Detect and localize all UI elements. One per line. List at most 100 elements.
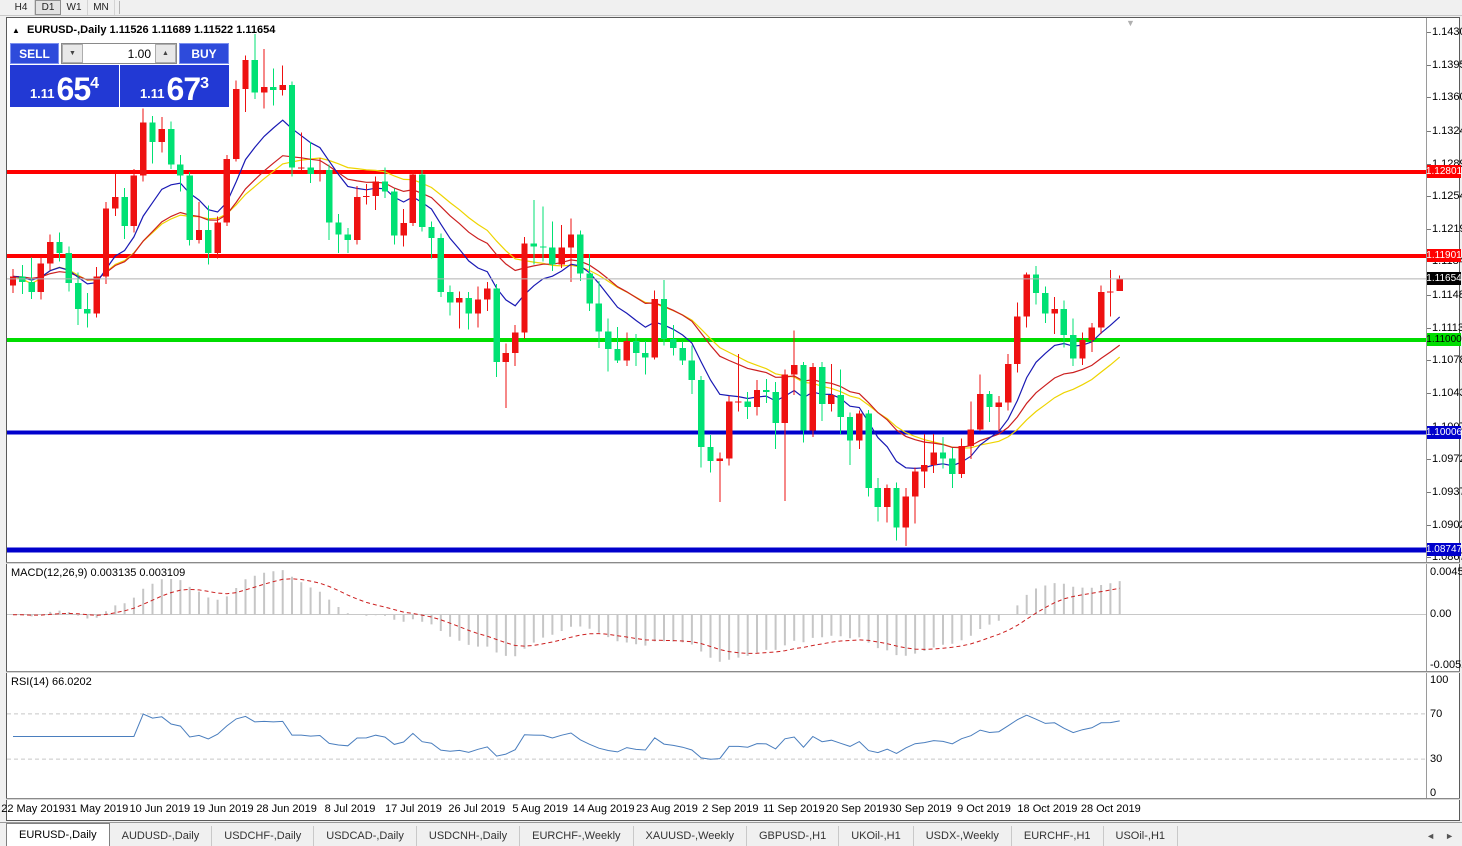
price-tick-label: 1.10430	[1432, 386, 1462, 399]
date-label: 10 Jun 2019	[129, 803, 191, 815]
level-price-tag: 1.08747	[1425, 543, 1462, 557]
buy-price-display[interactable]: 1.11 67 3	[120, 65, 229, 107]
price-tick-label: 1.13240	[1432, 124, 1462, 137]
chart-window	[6, 17, 1460, 821]
level-lines	[7, 169, 1426, 553]
date-label: 28 Oct 2019	[1080, 803, 1141, 815]
price-tick-label: 1.09020	[1432, 518, 1462, 531]
date-label: 9 Oct 2019	[957, 803, 1011, 815]
toolbar-separator	[119, 1, 120, 14]
macd-axis-zero: 0.00	[1430, 608, 1452, 620]
price-chart-canvas[interactable]	[7, 28, 1426, 562]
price-tick-label: 1.11130	[1432, 321, 1462, 334]
level-price-tag: 1.12801	[1425, 165, 1462, 179]
chart-tab-usdx-weekly[interactable]: USDX-,Weekly	[913, 826, 1012, 846]
scroll-to-end-marker-icon[interactable]: ▼	[1126, 18, 1135, 28]
date-label: 5 Aug 2019	[512, 803, 569, 815]
macd-histogram	[21, 570, 1121, 662]
price-tick-mark	[1427, 327, 1431, 329]
volume-spinner: ▼ ▲	[61, 43, 177, 64]
chart-tab-usoil-h1[interactable]: USOil-,H1	[1103, 826, 1179, 846]
panel-separator[interactable]	[6, 798, 1460, 800]
timeframe-button-H4[interactable]: H4	[8, 0, 35, 15]
rsi-panel-canvas[interactable]	[7, 674, 1426, 797]
timeframe-button-D1[interactable]: D1	[35, 0, 61, 15]
chart-tab-usdchf-daily[interactable]: USDCHF-,Daily	[212, 826, 315, 846]
price-tick-mark	[1427, 360, 1431, 362]
chart-tab-usdcnh-daily[interactable]: USDCNH-,Daily	[416, 826, 521, 846]
buy-price-pip-digit: 3	[200, 75, 210, 92]
tab-nav-right-icon[interactable]: ►	[1445, 831, 1454, 841]
sell-price-big-digits: 65	[56, 71, 92, 107]
date-label: 31 May 2019	[64, 803, 129, 815]
price-tick-mark	[1427, 524, 1431, 526]
price-tick-mark	[1427, 64, 1431, 66]
chart-tab-ukoil-h1[interactable]: UKOil-,H1	[839, 826, 914, 846]
buy-button[interactable]: BUY	[179, 43, 229, 64]
price-tick-label: 1.13950	[1432, 58, 1462, 71]
rsi-axis-label: 70	[1430, 707, 1443, 720]
date-label: 14 Aug 2019	[572, 803, 635, 815]
price-tick-mark	[1427, 163, 1431, 165]
chart-symbol-label: EURUSD-,Daily	[26, 24, 107, 36]
level-price-tag: 1.10006	[1425, 426, 1462, 440]
chart-tab-gbpusd-h1[interactable]: GBPUSD-,H1	[746, 826, 840, 846]
price-tick-mark	[1427, 459, 1431, 461]
price-tick-mark	[1427, 196, 1431, 198]
buy-price-big-digits: 67	[166, 71, 202, 107]
date-label: 19 Jun 2019	[192, 803, 254, 815]
date-label: 30 Sep 2019	[889, 803, 952, 815]
price-tick-label: 1.09720	[1432, 453, 1462, 466]
sell-button[interactable]: SELL	[10, 43, 59, 64]
macd-axis-min: -0.005205	[1430, 659, 1462, 671]
price-tick-mark	[1427, 32, 1431, 33]
level-price-tag: 1.11901	[1426, 249, 1462, 263]
rsi-indicator-label: RSI(14) 66.0202	[11, 676, 92, 688]
macd-axis-max: 0.004536	[1430, 566, 1462, 578]
date-label: 28 Jun 2019	[256, 803, 317, 815]
price-tick-label: 1.12190	[1432, 222, 1462, 235]
candlestick-series	[9, 33, 1123, 546]
current-price-tag: 1.11654	[1426, 272, 1462, 286]
price-tick-mark	[1427, 491, 1431, 493]
price-tick-mark	[1427, 392, 1431, 394]
date-label: 23 Aug 2019	[636, 803, 698, 815]
one-click-trade-panel: SELL ▼ ▲ BUY 1.11 65 4 1.11 67 3	[10, 43, 229, 107]
price-tick-mark	[1427, 228, 1431, 230]
price-tick-mark	[1427, 97, 1431, 99]
chart-tab-usdcad-daily[interactable]: USDCAD-,Daily	[314, 826, 417, 846]
price-axis-divider	[1426, 18, 1427, 798]
chart-tab-eurchf-h1[interactable]: EURCHF-,H1	[1011, 826, 1104, 846]
price-tick-label: 1.14300	[1432, 26, 1462, 38]
chart-ohlc-values: 1.11526 1.11689 1.11522 1.11654	[109, 24, 276, 36]
tab-navigation: ◄ ►	[1426, 826, 1454, 846]
rsi-axis-label: 100	[1430, 673, 1449, 686]
date-label: 2 Sep 2019	[702, 803, 759, 815]
chart-tab-xauusd-weekly[interactable]: XAUUSD-,Weekly	[633, 826, 747, 846]
chart-tab-bar: EURUSD-,Daily AUDUSD-,Daily USDCHF-,Daily U…	[0, 822, 1462, 846]
panel-separator[interactable]	[6, 562, 1460, 564]
chart-tab-audusd-daily[interactable]: AUDUSD-,Daily	[109, 826, 213, 846]
timeframe-button-MN[interactable]: MN	[88, 0, 115, 15]
chart-tab-eurchf-weekly[interactable]: EURCHF-,Weekly	[520, 826, 634, 846]
volume-decrease-button[interactable]: ▼	[62, 44, 83, 63]
price-tick-label: 1.12540	[1432, 190, 1462, 203]
rsi-axis-label: 0	[1430, 787, 1437, 800]
date-label: 11 Sep 2019	[763, 803, 825, 815]
price-tick-mark	[1427, 295, 1431, 297]
volume-increase-button[interactable]: ▲	[155, 44, 176, 63]
tab-nav-left-icon[interactable]: ◄	[1426, 831, 1436, 841]
sell-price-pip-digit: 4	[90, 75, 100, 92]
volume-input[interactable]	[83, 44, 155, 63]
price-tick-label: 1.10780	[1432, 354, 1462, 367]
level-price-tag: 1.11000	[1426, 333, 1462, 347]
chart-tab-eurusd-daily[interactable]: EURUSD-,Daily	[6, 823, 110, 846]
macd-panel-canvas[interactable]	[7, 566, 1426, 671]
date-label: 8 Jul 2019	[324, 803, 376, 815]
panel-separator[interactable]	[6, 671, 1460, 673]
timeframe-button-W1[interactable]: W1	[61, 0, 88, 15]
sell-price-display[interactable]: 1.11 65 4	[10, 65, 119, 107]
collapse-triangle-icon[interactable]: ▲	[12, 26, 20, 35]
price-tick-label: 1.13600	[1432, 91, 1462, 104]
